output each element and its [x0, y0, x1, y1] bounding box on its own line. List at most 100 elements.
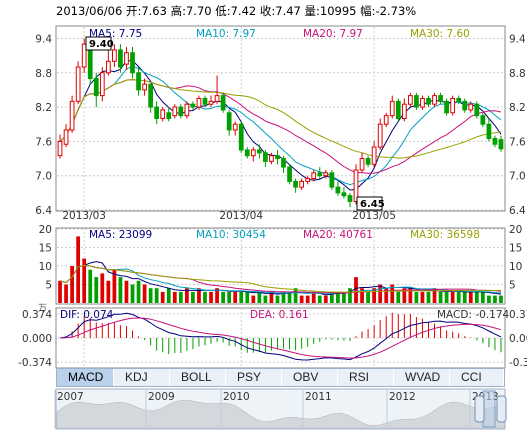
price-y-tick-right: 9.4: [509, 33, 526, 45]
price-panel: MA5: 7.75 MA10: 7.97 MA20: 7.97 MA30: 7.60 …: [35, 25, 526, 222]
price-y-tick-left: 6.4: [35, 205, 52, 217]
tab-kdj[interactable]: KDJ: [114, 369, 170, 386]
navigator-selection[interactable]: [482, 390, 496, 428]
volume-ma-legend-item: MA20: 40761: [303, 229, 373, 241]
macd-value-label: MACD: -0.174: [437, 309, 510, 321]
macd-dea-label: DEA: 0.161: [250, 309, 309, 321]
price-candles: [57, 38, 504, 208]
volume-bar: [166, 288, 171, 303]
candle: [371, 141, 377, 168]
tab-macd[interactable]: MACD: [57, 369, 114, 386]
candle: [456, 95, 462, 105]
candle: [293, 178, 298, 193]
volume-y-axis: 20 20 15 15 10 10 5 5: [39, 224, 523, 292]
volume-bar: [342, 291, 346, 303]
price-y-tick-left: 9.4: [35, 33, 52, 45]
candle: [202, 95, 208, 108]
candle-body: [178, 106, 184, 117]
quote-line: 2013/06/06 开:7.63 高:7.70 低:7.42 收:7.47 量…: [56, 4, 416, 18]
volume-bar: [366, 291, 370, 303]
volume-bar: [456, 291, 461, 303]
candle: [438, 92, 443, 105]
volume-bars: [58, 236, 503, 303]
candle-body: [329, 172, 335, 188]
volume-bar: [70, 266, 74, 303]
candle-body: [256, 149, 262, 154]
navigator-year-label: 2011: [305, 391, 332, 403]
volume-bar: [378, 284, 383, 303]
navigator-left-handle[interactable]: [474, 395, 485, 423]
candle: [105, 49, 111, 76]
low-marker: 6.45: [356, 196, 385, 211]
candle: [99, 67, 105, 102]
candle-body: [432, 95, 437, 105]
macd-lines: [59, 312, 502, 361]
tab-boll[interactable]: BOLL: [170, 369, 226, 386]
candle: [462, 98, 468, 113]
volume-bar: [336, 291, 340, 303]
candle: [142, 78, 147, 96]
candle-body: [87, 49, 93, 79]
candle-body: [75, 66, 81, 102]
candle: [214, 75, 220, 105]
candle-body: [148, 83, 154, 108]
volume-bar: [178, 291, 183, 303]
volume-ma10-line: [59, 264, 502, 294]
candle: [341, 187, 347, 199]
volume-bar: [323, 295, 328, 303]
price-y-tick-left: 8.2: [35, 102, 52, 114]
candle-body: [166, 112, 172, 119]
candle-body: [202, 97, 208, 105]
candle-body: [341, 192, 347, 197]
volume-bar: [281, 291, 286, 303]
tab-cci[interactable]: CCI: [450, 369, 504, 386]
price-panel-frame: [55, 25, 506, 212]
candle: [208, 95, 214, 108]
candle-body: [323, 172, 329, 177]
price-y-tick-right: 6.4: [509, 205, 526, 217]
volume-bar: [480, 291, 485, 303]
candle-body: [480, 115, 486, 125]
candle-body: [414, 95, 419, 108]
candle: [63, 124, 69, 148]
macd-y-tick-right: 0.374: [509, 309, 527, 321]
volume-bar: [221, 291, 225, 303]
candle: [426, 95, 431, 108]
tab-wvad[interactable]: WVAD: [394, 369, 450, 386]
candle-body: [347, 195, 353, 202]
macd-panel: DIF: 0.074 DEA: 0.161 MACD: -0.174 0.374…: [18, 307, 527, 369]
navigator-area: [56, 399, 505, 429]
volume-ma-legend-item: MA10: 30454: [196, 229, 266, 241]
candle: [377, 118, 383, 150]
candle-body: [468, 103, 474, 111]
volume-bar: [348, 288, 352, 303]
volume-bar: [499, 295, 503, 303]
volume-bar: [287, 291, 292, 303]
volume-y-tick-right: 10: [509, 261, 522, 273]
navigator[interactable]: 200720092010201120122013: [54, 388, 507, 430]
candle: [335, 181, 341, 196]
tab-psy[interactable]: PSY: [226, 369, 282, 386]
candle: [444, 98, 449, 116]
candle-body: [293, 180, 298, 188]
volume-bar: [64, 284, 68, 303]
tab-obv[interactable]: OBV: [282, 369, 338, 386]
tab-rsi[interactable]: RSI: [338, 369, 394, 386]
volume-bar: [88, 269, 93, 303]
candle-body: [69, 100, 75, 131]
volume-bar: [94, 277, 99, 303]
navigator-right-handle[interactable]: [496, 395, 507, 423]
candle-body: [238, 123, 244, 151]
candle-body: [401, 103, 407, 119]
candle-body: [438, 95, 443, 102]
candle-body: [232, 123, 238, 131]
price-y-axis: 9.4 9.4 8.8 8.8 8.2 8.2 7.6 7.6 7.0 7.0 6.4 6.4: [35, 33, 526, 217]
candle-body: [383, 115, 389, 125]
navigator-year-label: 2009: [148, 391, 175, 403]
candle-body: [359, 158, 365, 171]
price-ma-legend-item: MA30: 7.60: [410, 28, 470, 40]
volume-bar: [197, 288, 201, 303]
volume-y-tick-right: 20: [509, 224, 522, 236]
price-y-tick-right: 7.6: [509, 136, 526, 148]
high-marker: 9.40: [85, 36, 114, 51]
